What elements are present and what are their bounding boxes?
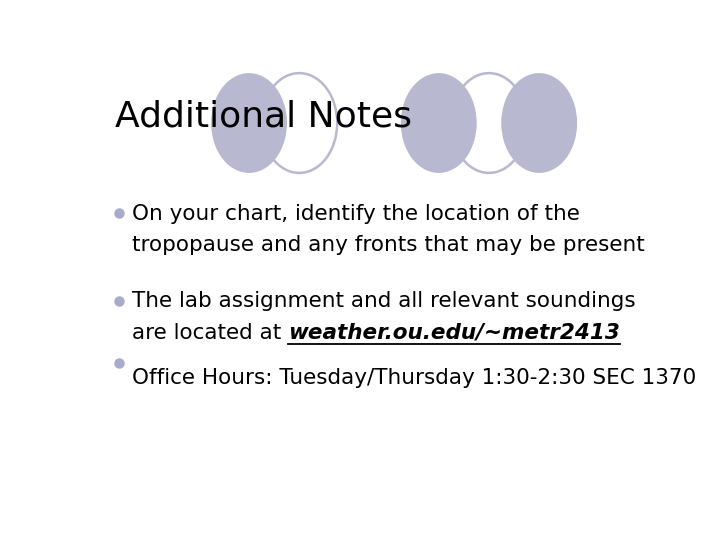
Text: On your chart, identify the location of the: On your chart, identify the location of … — [132, 204, 580, 224]
Text: weather.ou.edu/~metr2413: weather.ou.edu/~metr2413 — [288, 322, 620, 342]
Text: Additional Notes: Additional Notes — [115, 100, 412, 134]
Ellipse shape — [211, 73, 287, 173]
Text: are located at: are located at — [132, 322, 288, 342]
Text: tropopause and any fronts that may be present: tropopause and any fronts that may be pr… — [132, 235, 644, 255]
Ellipse shape — [501, 73, 577, 173]
Text: The lab assignment and all relevant soundings: The lab assignment and all relevant soun… — [132, 292, 636, 312]
Text: Office Hours: Tuesday/Thursday 1:30-2:30 SEC 1370: Office Hours: Tuesday/Thursday 1:30-2:30… — [132, 368, 696, 388]
Ellipse shape — [401, 73, 477, 173]
